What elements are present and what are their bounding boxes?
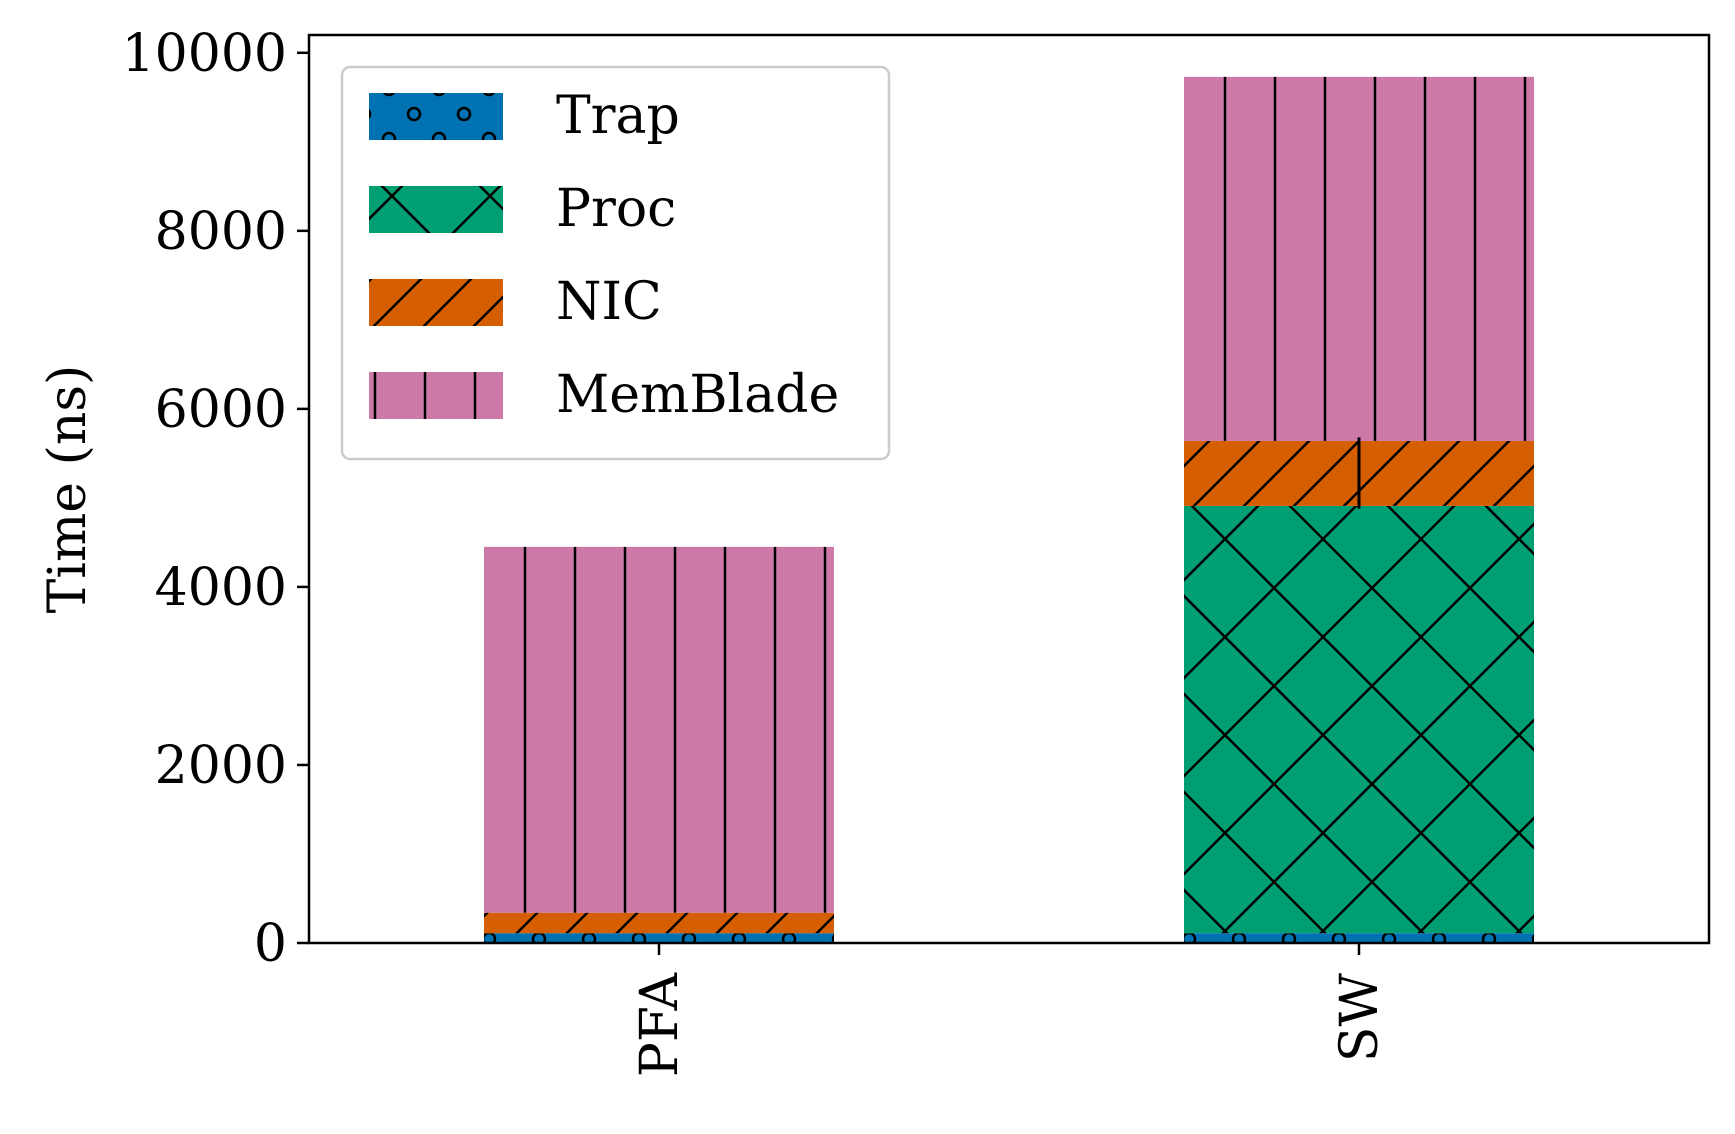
legend-swatch-memblade (369, 372, 503, 419)
legend: Trap Proc NIC MemBlade (340, 65, 891, 461)
legend-swatch-proc (369, 186, 503, 233)
y-tick-label: 8000 (155, 202, 287, 262)
bar-segment-sw-memblade (1184, 76, 1534, 441)
bar-segment-pfa-memblade (484, 546, 834, 913)
x-tick-label-pfa: PFA (630, 972, 690, 1078)
axes-frame (307, 33, 1711, 945)
x-tick-label-sw: SW (1330, 972, 1390, 1062)
legend-label-trap: Trap (556, 86, 680, 146)
legend-label-proc: Proc (556, 179, 676, 239)
x-axis: PFA SW (630, 943, 1390, 1077)
bar-segment-sw-trap (1184, 933, 1534, 943)
legend-swatch-trap (369, 93, 503, 140)
legend-label-memblade: MemBlade (556, 365, 839, 425)
bar-segment-pfa-nic (484, 912, 834, 934)
y-axis: 0 2000 4000 6000 8000 10000 (122, 24, 309, 974)
bar-segment-sw-proc (1184, 505, 1534, 934)
bar-segment-pfa-trap (484, 933, 834, 943)
legend-box (340, 65, 891, 461)
y-axis-label: Time (ns) (38, 365, 98, 614)
y-tick-label: 0 (254, 914, 287, 974)
y-tick-label: 4000 (155, 558, 287, 618)
legend-swatch-nic (369, 279, 503, 326)
y-tick-label: 10000 (122, 24, 287, 84)
legend-label-nic: NIC (556, 272, 662, 332)
bars-layer (484, 76, 1534, 943)
y-tick-label: 2000 (155, 736, 287, 796)
y-tick-label: 6000 (155, 380, 287, 440)
